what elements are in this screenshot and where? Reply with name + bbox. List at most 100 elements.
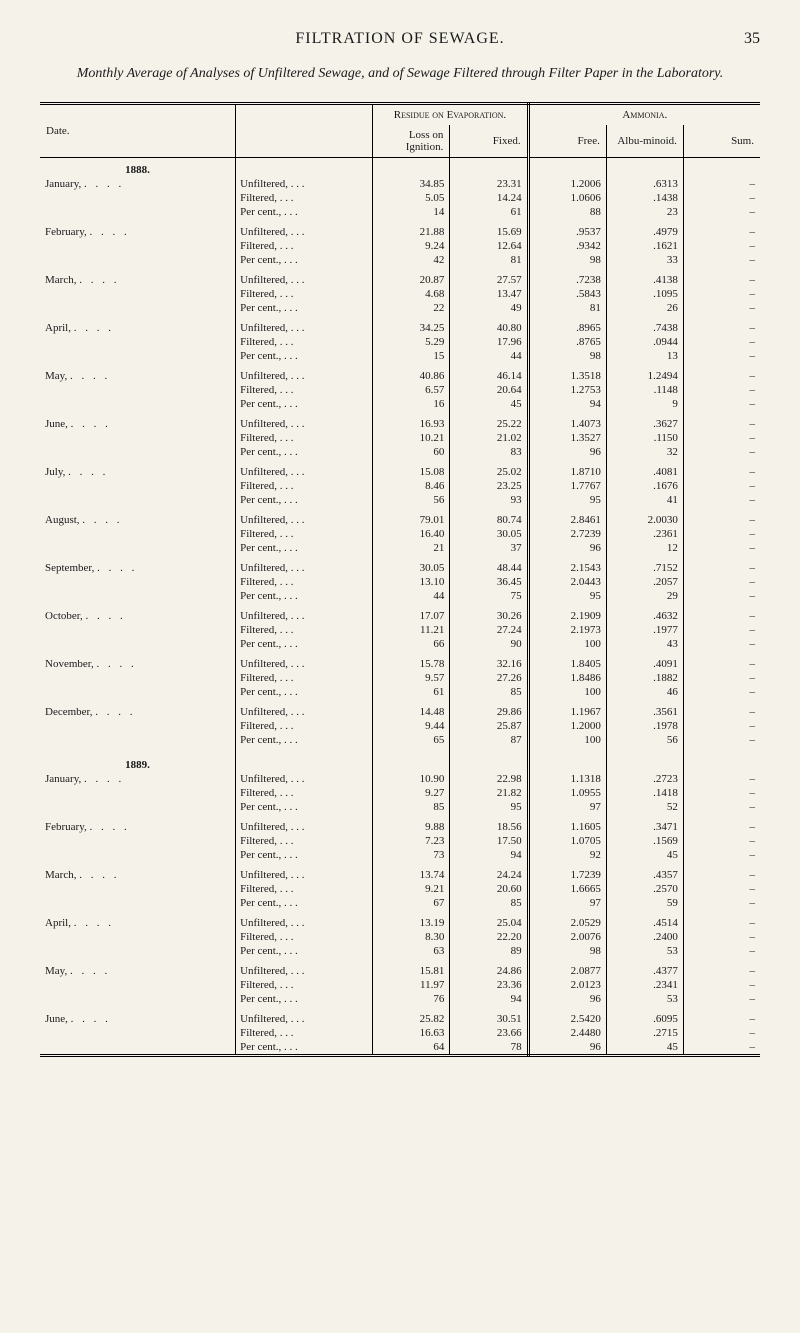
measurement-cell: Per cent., . . . [236,944,373,958]
measurement-cell: Unfiltered, . . . [236,772,373,786]
month-cell [40,445,236,459]
value-cell: 46 [606,685,683,699]
measurement-cell: Per cent., . . . [236,800,373,814]
measurement-cell: Per cent., . . . [236,992,373,1006]
page-number: 35 [720,30,760,48]
measurement-cell: Unfiltered, . . . [236,465,373,479]
month-cell [40,349,236,363]
table-row: June, . . . .Unfiltered, . . .16.9325.22… [40,417,760,431]
value-cell: – [683,705,760,719]
value-cell: 10.21 [373,431,450,445]
table-row: Filtered, . . .10.2121.021.3527.1150– [40,431,760,445]
measurement-cell: Unfiltered, . . . [236,1012,373,1026]
value-cell: 9 [606,397,683,411]
month-cell [40,685,236,699]
value-cell: 9.57 [373,671,450,685]
measurement-cell: Per cent., . . . [236,253,373,267]
table-row: Filtered, . . .13.1036.452.0443.2057– [40,575,760,589]
value-cell: 40.86 [373,369,450,383]
value-cell: 59 [606,896,683,910]
value-cell: 18.56 [450,820,528,834]
value-cell: 97 [528,800,606,814]
table-row: April, . . . .Unfiltered, . . .13.1925.0… [40,916,760,930]
col-fixed: Fixed. [450,125,528,158]
value-cell: 81 [528,301,606,315]
month-cell: July, . . . . [40,465,236,479]
value-cell: 27.24 [450,623,528,637]
month-cell [40,253,236,267]
value-cell: 2.0030 [606,513,683,527]
value-cell: 1.0606 [528,191,606,205]
value-cell: .5843 [528,287,606,301]
value-cell: – [683,273,760,287]
measurement-cell: Filtered, . . . [236,930,373,944]
value-cell: 56 [373,493,450,507]
value-cell: .7438 [606,321,683,335]
value-cell: 2.1543 [528,561,606,575]
value-cell: 61 [450,205,528,219]
table-row: Filtered, . . .8.3022.202.0076.2400– [40,930,760,944]
month-cell [40,848,236,862]
value-cell: 1.2753 [528,383,606,397]
value-cell: – [683,964,760,978]
month-cell [40,541,236,555]
measurement-cell: Unfiltered, . . . [236,820,373,834]
value-cell: .9537 [528,225,606,239]
table-row: Filtered, . . .11.9723.362.0123.2341– [40,978,760,992]
value-cell: – [683,623,760,637]
col-albu: Albu-minoid. [606,125,683,158]
value-cell: .4979 [606,225,683,239]
value-cell: 83 [450,445,528,459]
measurement-cell: Filtered, . . . [236,719,373,733]
month-cell [40,896,236,910]
table-row: Filtered, . . .9.2721.821.0955.1418– [40,786,760,800]
value-cell: 1.2006 [528,177,606,191]
value-cell: 26 [606,301,683,315]
table-row: Per cent., . . .658710056– [40,733,760,747]
value-cell: 7.23 [373,834,450,848]
value-cell: – [683,916,760,930]
value-cell: .4357 [606,868,683,882]
value-cell: 97 [528,896,606,910]
month-cell: May, . . . . [40,964,236,978]
measurement-cell: Filtered, . . . [236,479,373,493]
month-cell: May, . . . . [40,369,236,383]
measurement-cell: Per cent., . . . [236,848,373,862]
col-free: Free. [528,125,606,158]
measurement-cell: Per cent., . . . [236,445,373,459]
value-cell: – [683,733,760,747]
value-cell: .1569 [606,834,683,848]
value-cell: 9.44 [373,719,450,733]
value-cell: .9342 [528,239,606,253]
table-row: Per cent., . . .15449813– [40,349,760,363]
table-row: October, . . . .Unfiltered, . . .17.0730… [40,609,760,623]
measurement-cell: Filtered, . . . [236,191,373,205]
value-cell: – [683,239,760,253]
value-cell: 1.1967 [528,705,606,719]
table-row: Per cent., . . .67859759– [40,896,760,910]
measurement-cell: Per cent., . . . [236,349,373,363]
value-cell: 22 [373,301,450,315]
month-cell [40,671,236,685]
month-cell: April, . . . . [40,916,236,930]
value-cell: 65 [373,733,450,747]
page-header: FILTRATION OF SEWAGE. 35 [40,30,760,48]
value-cell: – [683,225,760,239]
value-cell: .3627 [606,417,683,431]
measurement-cell: Unfiltered, . . . [236,561,373,575]
measurement-cell: Filtered, . . . [236,239,373,253]
value-cell: 23.66 [450,1026,528,1040]
value-cell: 1.8710 [528,465,606,479]
value-cell: 2.0123 [528,978,606,992]
cell [373,158,450,177]
month-cell: January, . . . . [40,772,236,786]
value-cell: .2570 [606,882,683,896]
value-cell: 98 [528,253,606,267]
value-cell: 61 [373,685,450,699]
value-cell: 36.45 [450,575,528,589]
month-cell [40,335,236,349]
month-cell [40,479,236,493]
cell [683,158,760,177]
value-cell: – [683,820,760,834]
col-measurement [236,103,373,157]
